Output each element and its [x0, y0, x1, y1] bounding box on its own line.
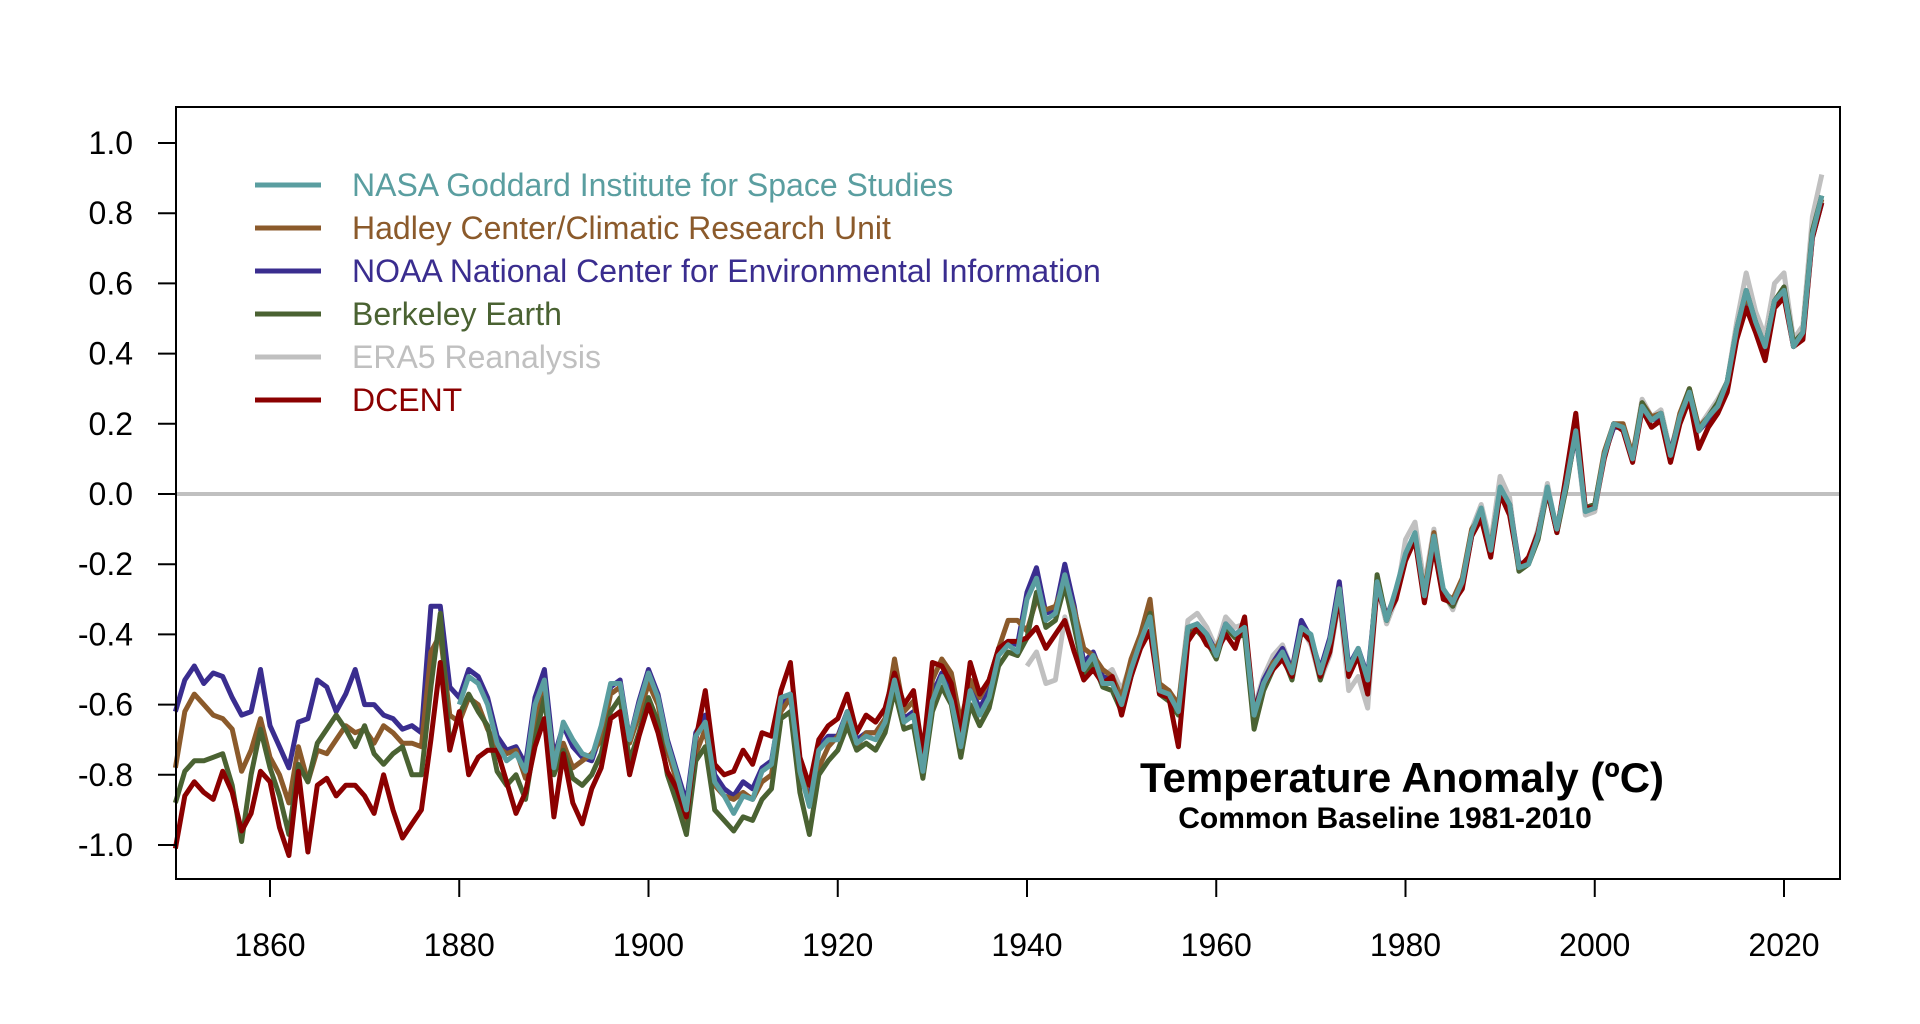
legend-label: Berkeley Earth — [352, 296, 562, 332]
legend-label: ERA5 Reanalysis — [352, 339, 601, 375]
x-tick-label: 1860 — [234, 927, 305, 963]
y-tick-label: -0.6 — [78, 687, 133, 723]
y-tick-label: 1.0 — [89, 125, 133, 161]
y-tick-label: -0.2 — [78, 546, 133, 582]
chart-subtitle: Common Baseline 1981-2010 — [1178, 802, 1592, 835]
chart-title: Temperature Anomaly (ºC) — [1140, 754, 1664, 801]
y-tick-label: 0.4 — [89, 336, 133, 372]
legend-item: Hadley Center/Climatic Research Unit — [255, 210, 891, 246]
x-tick-label: 1920 — [802, 927, 873, 963]
series-lines — [172, 174, 1825, 858]
legend-label: NASA Goddard Institute for Space Studies — [352, 167, 953, 203]
series-line-nasa-goddard-institute-for-space-studies — [456, 195, 1825, 816]
x-tick-label: 1940 — [991, 927, 1062, 963]
x-tick-label: 1900 — [613, 927, 684, 963]
legend: NASA Goddard Institute for Space Studies… — [255, 167, 1101, 418]
x-tick-label: 2000 — [1559, 927, 1630, 963]
legend-label: Hadley Center/Climatic Research Unit — [352, 210, 891, 246]
y-tick-label: 0.0 — [89, 476, 133, 512]
legend-label: NOAA National Center for Environmental I… — [352, 253, 1101, 289]
y-tick-label: -1.0 — [78, 827, 133, 863]
y-tick-label: 0.8 — [89, 195, 133, 231]
legend-item: Berkeley Earth — [255, 296, 562, 332]
y-tick-label: 0.6 — [89, 265, 133, 301]
axes: 1.0 0.8 0.6 0.4 0.2 0.0 -0.2 -0.4 -0.6 -0.8 -1.0 18… — [78, 125, 1820, 963]
x-tick-label: 1960 — [1181, 927, 1252, 963]
legend-item: DCENT — [255, 382, 462, 418]
legend-label: DCENT — [352, 382, 462, 418]
legend-item: ERA5 Reanalysis — [255, 339, 601, 375]
legend-item: NASA Goddard Institute for Space Studies — [255, 167, 953, 203]
legend-item: NOAA National Center for Environmental I… — [255, 253, 1101, 289]
x-tick-label: 1980 — [1370, 927, 1441, 963]
y-tick-label: -0.4 — [78, 616, 133, 652]
x-tick-label: 2020 — [1748, 927, 1819, 963]
x-tick-label: 1880 — [424, 927, 495, 963]
y-tick-label: -0.8 — [78, 757, 133, 793]
y-tick-label: 0.2 — [89, 406, 133, 442]
